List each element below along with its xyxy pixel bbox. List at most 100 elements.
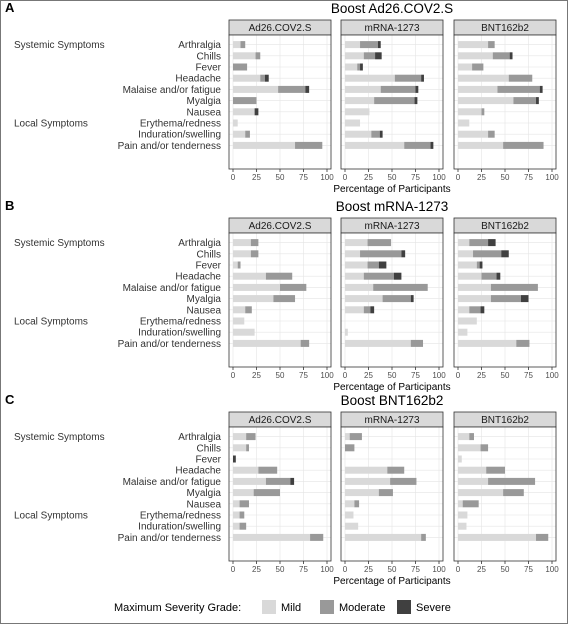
bar-mild [458,74,509,82]
bar-mild [458,489,504,497]
legend-label-moderate: Moderate [339,602,385,614]
bar-moderate [357,63,361,71]
bar-moderate [473,250,502,258]
bar-severe [496,272,501,280]
bar-mild [345,85,381,93]
bar-mild [233,74,261,82]
bar-moderate [486,466,505,474]
x-tick-label: 25 [364,565,373,574]
bar-mild [458,272,482,280]
x-tick-label: 50 [388,371,397,380]
bar-moderate [374,97,415,105]
category-label: Induration/swelling [138,130,221,141]
bar-moderate [245,130,250,138]
bar-mild [458,283,491,291]
x-tick-label: 50 [501,371,510,380]
bar-moderate [371,130,380,138]
x-tick-label: 100 [320,371,334,380]
category-label: Pain and/or tenderness [118,141,221,152]
bar-moderate [410,339,424,347]
x-tick-label: 50 [501,173,510,182]
bar-mild [233,489,254,497]
x-tick-label: 0 [343,565,348,574]
bar-mild [233,295,274,303]
bar-mild [458,239,470,247]
category-label: Chills [197,249,221,260]
bar-mild [345,52,364,60]
bar-mild [233,41,241,49]
x-tick-label: 0 [343,173,348,182]
bar-severe [393,272,402,280]
x-tick-label: 50 [388,565,397,574]
bar-moderate [273,295,296,303]
bar-mild [233,108,255,116]
bar-moderate [239,522,247,530]
x-tick-label: 75 [524,173,533,182]
bar-mild [345,41,361,49]
bar-mild [233,511,240,519]
legend-label-severe: Severe [416,602,451,614]
x-tick-label: 75 [524,371,533,380]
bar-mild [458,295,491,303]
bar-mild [458,455,462,463]
bar-moderate [255,52,261,60]
bar-moderate [265,477,291,485]
category-label: Chills [197,51,221,62]
bar-mild [233,85,279,93]
bar-moderate [349,433,362,441]
bar-mild [458,108,482,116]
bar-mild [345,306,364,314]
category-label: Fever [195,455,221,466]
bar-moderate [404,141,431,149]
bar-moderate [536,533,549,541]
bar-moderate [462,500,479,508]
bar-moderate [345,444,355,452]
bar-severe [401,250,406,258]
x-tick-label: 50 [388,173,397,182]
group-label: Local Symptoms [14,119,88,130]
category-label: Malaise and/or fatigue [123,477,222,488]
bar-mild [233,239,251,247]
facet-label: BNT162b2 [481,23,529,34]
bar-moderate [492,52,510,60]
group-label: Local Symptoms [14,317,88,328]
bar-moderate [233,97,257,105]
category-label: Headache [175,74,221,85]
bar-moderate [363,52,376,60]
bar-moderate [265,272,293,280]
x-tick-label: 100 [545,565,559,574]
category-label: Erythema/redness [140,511,221,522]
bar-moderate [278,85,306,93]
bar-moderate [472,63,484,71]
category-label: Nausea [187,305,222,316]
category-label: Arthralgia [178,432,221,443]
category-label: Malaise and/or fatigue [123,85,222,96]
bar-moderate [373,283,428,291]
x-tick-label: 25 [252,565,261,574]
bar-mild [458,250,474,258]
x-tick-label: 25 [364,371,373,380]
bar-severe [480,306,485,314]
bar-mild [458,41,489,49]
bar-mild [458,317,477,325]
bar-mild [345,272,364,280]
bar-mild [458,141,504,149]
x-tick-label: 0 [456,371,461,380]
x-tick-label: 100 [432,173,446,182]
bar-mild [458,477,489,485]
category-label: Erythema/redness [140,119,221,130]
x-tick-label: 100 [432,371,446,380]
bar-severe [539,85,543,93]
bar-moderate [513,97,537,105]
bar-mild [233,141,296,149]
x-tick-label: 25 [477,173,486,182]
bar-moderate [380,85,416,93]
bar-severe [415,85,419,93]
bar-moderate [488,477,536,485]
x-tick-label: 100 [545,371,559,380]
bar-mild [345,119,361,127]
legend-label-mild: Mild [281,602,301,614]
bar-moderate [363,272,394,280]
bar-severe [233,455,236,463]
bar-mild [233,130,246,138]
